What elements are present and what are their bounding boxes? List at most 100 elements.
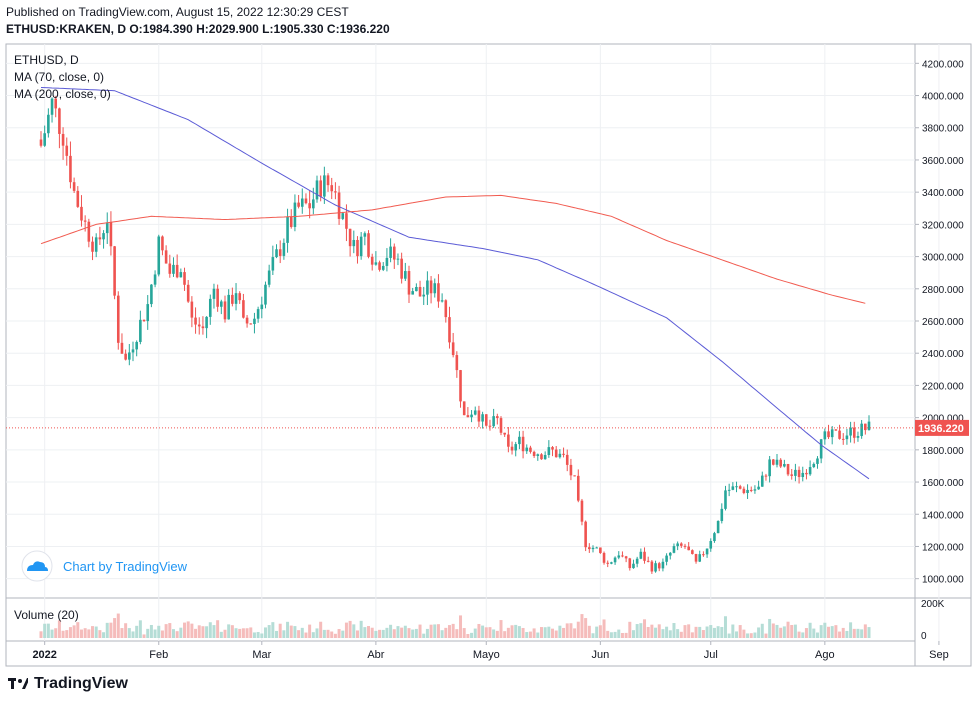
- candle-body: [183, 272, 186, 285]
- published-line: Published on TradingView.com, August 15,…: [6, 5, 349, 19]
- y-tick-label: 1200.000: [922, 542, 964, 553]
- candle-body: [852, 427, 856, 438]
- volume-bar: [79, 629, 83, 638]
- candle-body: [705, 548, 709, 555]
- volume-bar: [665, 626, 669, 638]
- footer-brand[interactable]: TradingView: [8, 675, 128, 693]
- candle-body: [764, 475, 768, 477]
- volume-bar: [510, 625, 514, 638]
- volume-bar: [495, 630, 499, 638]
- high-label: H:: [196, 22, 209, 36]
- volume-bar: [849, 622, 853, 638]
- candle-body: [197, 324, 201, 327]
- volume-bar: [374, 630, 378, 638]
- volume-bar: [61, 630, 65, 638]
- candle-body: [790, 474, 794, 476]
- volume-bar: [344, 622, 348, 638]
- candle-body: [510, 446, 514, 451]
- volume-bar: [304, 632, 308, 638]
- candle-body: [260, 304, 264, 310]
- candle-body: [503, 432, 506, 435]
- volume-bar: [400, 627, 404, 638]
- y-tick-label: 4000.000: [922, 92, 964, 103]
- candle-body: [783, 464, 786, 467]
- volume-bar: [812, 628, 816, 638]
- volume-bar: [160, 630, 164, 638]
- volume-bar: [76, 622, 80, 638]
- candle-body: [694, 553, 698, 562]
- volume-bar: [183, 622, 187, 638]
- candle-body: [131, 349, 135, 353]
- volume-bar: [286, 621, 290, 638]
- volume-bar: [679, 631, 683, 638]
- volume-bar: [263, 627, 267, 638]
- y-tick-label: 1800.000: [922, 446, 964, 457]
- volume-bar: [797, 631, 801, 638]
- candle-body: [139, 319, 142, 342]
- candle-body: [400, 258, 403, 279]
- candle-body: [172, 264, 175, 274]
- volume-bar: [481, 625, 485, 638]
- candle-body: [359, 236, 363, 257]
- candle-body: [43, 133, 46, 146]
- volume-axis-top: 200K: [921, 599, 945, 610]
- candle-body: [654, 563, 657, 572]
- volume-bars: [39, 613, 871, 638]
- volume-bar: [447, 625, 451, 638]
- legend-ma200[interactable]: MA (200, close, 0): [14, 87, 111, 101]
- candle-body: [80, 206, 83, 221]
- candle-body: [153, 274, 157, 285]
- price-axis[interactable]: 4200.000 4000.000 3800.000 3600.000 3400.000…: [915, 59, 964, 586]
- volume-bar: [135, 625, 139, 638]
- volume-bar: [289, 625, 293, 638]
- candle-body: [864, 423, 867, 431]
- volume-bar: [650, 624, 654, 638]
- candle-body: [87, 221, 91, 242]
- candle-body: [396, 258, 400, 260]
- candle-body: [521, 436, 525, 452]
- candle-body: [208, 298, 212, 317]
- volume-bar: [205, 626, 209, 638]
- volume-bar: [190, 623, 194, 638]
- x-tick-label: Mar: [252, 649, 271, 661]
- volume-bar: [370, 627, 374, 638]
- volume-bar: [241, 628, 245, 638]
- candle-body: [617, 555, 621, 558]
- volume-bar: [565, 623, 569, 638]
- volume-bar: [827, 626, 831, 638]
- volume-bar: [175, 631, 179, 638]
- candle-body: [190, 301, 194, 318]
- volume-bar: [459, 615, 463, 638]
- volume-bar: [569, 623, 573, 638]
- volume-bar: [245, 628, 249, 638]
- tradingview-watermark[interactable]: Chart by TradingView: [21, 550, 188, 582]
- volume-bar: [440, 630, 444, 638]
- candle-body: [76, 190, 80, 207]
- volume-bar: [396, 626, 400, 638]
- volume-bar: [455, 629, 459, 638]
- volume-bar: [149, 624, 153, 638]
- candle-body: [779, 459, 782, 467]
- volume-bar: [694, 626, 698, 638]
- time-axis[interactable]: 2022 Feb Mar Abr Mayo Jun Jul Ago Sep: [32, 641, 949, 661]
- volume-bar: [643, 619, 647, 638]
- candle-body: [54, 98, 58, 109]
- volume-bar: [293, 626, 297, 638]
- volume-bar: [735, 631, 739, 638]
- volume-bar: [326, 629, 330, 638]
- volume-bar: [319, 621, 323, 638]
- candle-body: [201, 326, 205, 329]
- volume-bar: [385, 627, 389, 638]
- candle-body: [157, 236, 161, 275]
- legend-ma70[interactable]: MA (70, close, 0): [14, 70, 104, 84]
- volume-bar: [300, 627, 304, 638]
- candle-body: [94, 237, 98, 252]
- candle-body: [713, 533, 716, 542]
- volume-bar: [484, 627, 488, 638]
- candle-body: [345, 213, 348, 229]
- candle-body: [514, 444, 518, 451]
- volume-bar: [602, 619, 606, 638]
- volume-bar: [223, 629, 227, 638]
- volume-bar: [573, 628, 577, 638]
